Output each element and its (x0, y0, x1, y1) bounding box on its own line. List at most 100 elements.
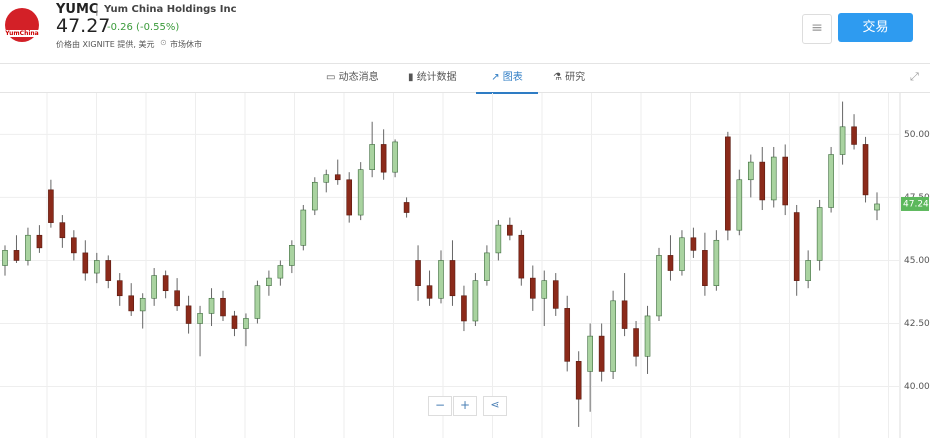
candle-body (277, 265, 284, 279)
candle-body (449, 260, 456, 297)
company: Yum China Holdings Inc (104, 4, 237, 15)
candle-body (438, 260, 444, 299)
expand-icon[interactable]: ⤢ (910, 70, 919, 83)
tab-label: 图表 (502, 72, 523, 83)
last-price-label: 47.24 (903, 199, 929, 209)
candle-body (151, 275, 157, 299)
candle-body (392, 141, 398, 173)
candle-body (725, 136, 731, 231)
candle-body (2, 250, 8, 266)
market-status: 市场休市 (170, 40, 202, 49)
candle-body (13, 250, 20, 261)
candle-body (185, 305, 192, 324)
candle-body (266, 277, 272, 286)
candle-body (323, 174, 330, 183)
candle-body (300, 209, 307, 246)
candle-body (162, 275, 169, 292)
candle-body (610, 300, 616, 372)
candle-body (208, 297, 215, 314)
divider (0, 63, 930, 64)
candle-body (71, 237, 77, 254)
candle-body (197, 313, 203, 324)
candle-body (874, 203, 880, 211)
candle-body (139, 297, 146, 312)
tab[interactable]: ▮ 统计数据 (408, 72, 457, 83)
share[interactable]: ⋖ (483, 396, 507, 416)
candle-body (25, 234, 31, 261)
candle-body (403, 202, 410, 213)
candle-body (805, 260, 811, 281)
candle-body (667, 255, 674, 271)
candle-body (679, 237, 685, 271)
separator: | (95, 3, 99, 16)
tab-label: 统计数据 (416, 72, 457, 83)
candle-body (839, 126, 846, 155)
candle-body (736, 179, 743, 231)
candle-body (598, 335, 605, 372)
candle-body (621, 300, 628, 329)
candle-body (484, 252, 490, 281)
change: -0.26 (-0.55%) (107, 22, 180, 33)
candle-body (461, 295, 467, 322)
candle-body (507, 224, 513, 236)
candle-body (174, 290, 180, 307)
candle-body (472, 280, 479, 322)
candle-body (48, 189, 54, 223)
clock-icon: ⊙ (160, 38, 167, 47)
candle-body (128, 295, 135, 312)
candle-body (793, 212, 800, 281)
y-tick-label: 42.50 (904, 319, 930, 329)
price: 47.27 (56, 15, 111, 37)
candle-body (346, 179, 353, 216)
candle-body (759, 161, 766, 201)
candle-body (311, 181, 318, 211)
y-tick-label: 45.00 (904, 256, 930, 266)
candle-body (82, 252, 89, 274)
candle-body (575, 361, 582, 400)
tab-active[interactable]: ↗ 图表 (476, 66, 538, 94)
candle-body (851, 126, 857, 145)
candle-body (380, 144, 387, 173)
logo-text: YumChina (2, 30, 42, 37)
candle-body (426, 285, 433, 299)
candle-body (93, 260, 100, 274)
candle-body (105, 260, 112, 281)
last-price-box (901, 196, 929, 211)
candle-body (495, 224, 502, 254)
candle-body (747, 161, 754, 181)
candle-body (656, 255, 662, 317)
tab-label: 研究 (565, 72, 586, 83)
candle-body (369, 144, 375, 170)
candle-body (116, 280, 123, 297)
candle-body (254, 285, 261, 319)
symbol: YUMC (56, 2, 99, 17)
candle-body (552, 280, 559, 309)
candle-body (334, 174, 341, 181)
watchlist-button[interactable]: ≡ (802, 14, 832, 44)
candle-body (587, 335, 593, 372)
candle-body (36, 234, 43, 249)
y-tick-label: 40.00 (904, 382, 930, 392)
candle-body (357, 169, 364, 216)
tab-label: 动态消息 (338, 72, 379, 83)
candle-body (231, 315, 238, 329)
trade-button[interactable]: 交易 (838, 13, 913, 42)
candle-body (782, 156, 789, 206)
candle-body (644, 315, 651, 357)
y-tick-label: 50.00 (904, 130, 930, 140)
zoom-out[interactable]: − (428, 396, 452, 416)
candle-body (243, 318, 249, 329)
candle-body (518, 234, 525, 279)
source: 价格由 XIGNITE 提供, 美元 (56, 40, 155, 49)
zoom-in[interactable]: + (453, 396, 477, 416)
candle-body (828, 154, 834, 208)
tab[interactable]: ▭ 动态消息 (326, 72, 379, 83)
candle-body (633, 328, 639, 357)
candle-body (702, 250, 708, 286)
candle-body (713, 239, 720, 286)
tab[interactable]: ⚗ 研究 (553, 72, 586, 83)
candle-body (690, 237, 697, 251)
candle-body (59, 222, 66, 239)
